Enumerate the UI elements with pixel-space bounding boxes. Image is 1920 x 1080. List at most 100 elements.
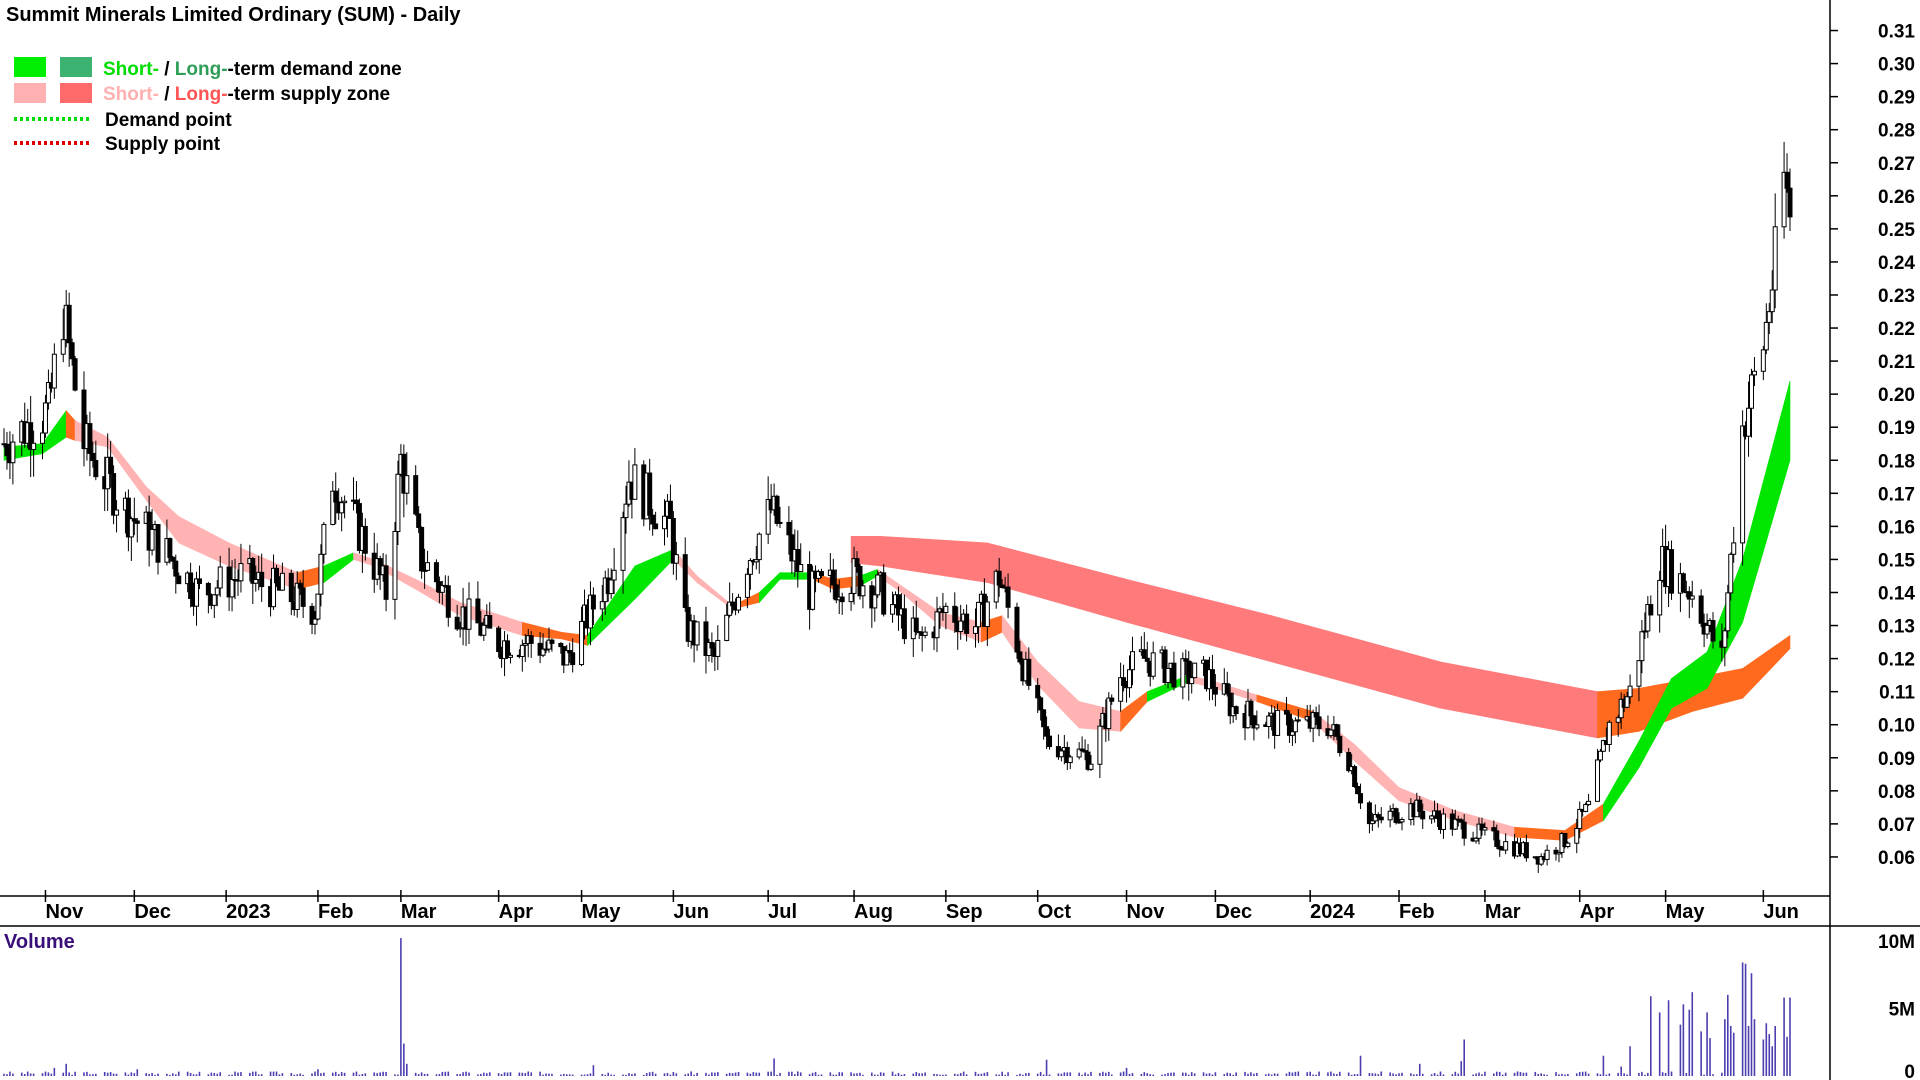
- price-bar-body: [854, 558, 860, 567]
- price-bar-body: [481, 624, 487, 636]
- price-bar-body: [238, 563, 244, 582]
- price-bar-body: [1618, 698, 1624, 719]
- short-term-zone: [3, 380, 1791, 841]
- volume-bar: [400, 938, 402, 1076]
- legend-short-label: Short-: [103, 84, 159, 105]
- price-bar-body: [993, 570, 999, 603]
- price-bar-body: [288, 572, 294, 603]
- volume-bar: [1789, 997, 1791, 1076]
- price-bar-body: [167, 538, 173, 558]
- volume-bar: [1762, 1039, 1765, 1076]
- price-tick-label: 0.15: [1878, 550, 1915, 571]
- volume-bar: [468, 1072, 470, 1076]
- volume-bar: [406, 1063, 408, 1076]
- volume-bar: [320, 1073, 322, 1076]
- volume-bar: [340, 1072, 343, 1076]
- volume-bar: [32, 1073, 35, 1076]
- volume-bar: [1729, 1025, 1732, 1076]
- price-bar-body: [1503, 841, 1509, 851]
- price-bar-body: [1183, 658, 1189, 662]
- price-bar-body: [72, 358, 78, 391]
- volume-bar: [1638, 1072, 1640, 1076]
- price-bar-body: [599, 601, 605, 610]
- legend-item-supply-zone: Short- / Long--term supply zone: [14, 83, 390, 105]
- price-bar-body: [1393, 808, 1399, 823]
- volume-bar: [708, 1074, 710, 1076]
- time-tick-label: May: [582, 901, 622, 923]
- volume-bar: [136, 1069, 139, 1076]
- price-bar-body: [1129, 651, 1135, 671]
- time-axis: Nov Dec 2023 Feb Mar Apr May Jun Jul Aug Sep Oct Nov…: [44, 890, 1799, 923]
- volume-bar: [216, 1073, 219, 1076]
- volume-bar: [1389, 1072, 1391, 1076]
- volume-bar: [1706, 1012, 1708, 1076]
- volume-bar: [1146, 1073, 1149, 1076]
- price-bar-body: [830, 569, 836, 586]
- price-bar-body: [1189, 677, 1195, 685]
- price-bar-body: [810, 570, 816, 610]
- price-bar-body: [1627, 685, 1633, 698]
- volume-bar: [1229, 1073, 1232, 1076]
- volume-bar: [1374, 1073, 1377, 1076]
- price-bar-body: [392, 531, 398, 600]
- volume-bar: [791, 1071, 793, 1076]
- volume-bar: [734, 1072, 737, 1076]
- volume-bar: [317, 1069, 319, 1076]
- volume-bar: [195, 1074, 198, 1076]
- volume-bar: [1472, 1074, 1474, 1076]
- price-bar-body: [1482, 827, 1488, 831]
- price-bar-body: [1731, 542, 1737, 555]
- price-bar-body: [1606, 721, 1612, 745]
- price-bar-body: [170, 556, 176, 562]
- volume-bar: [62, 1072, 65, 1076]
- price-bar-body: [1615, 717, 1621, 723]
- price-bar-body: [475, 598, 481, 624]
- price-bar-body: [1328, 729, 1334, 737]
- volume-bar: [423, 1073, 426, 1076]
- volume-bar: [1629, 1046, 1631, 1076]
- volume-bar: [509, 1072, 512, 1076]
- volume-bar: [1285, 1073, 1288, 1076]
- volume-bar: [1253, 1073, 1255, 1076]
- volume-bar: [71, 1074, 73, 1076]
- price-bar-body: [703, 621, 709, 656]
- volume-bar: [1564, 1074, 1566, 1076]
- price-bar-body: [1375, 814, 1381, 818]
- volume-bar: [1184, 1072, 1187, 1076]
- price-bar-body: [1746, 407, 1752, 437]
- legend-item-supply-point: Supply point: [14, 134, 221, 155]
- volume-bar: [651, 1071, 654, 1076]
- price-bar-body: [297, 582, 303, 589]
- price-bar-body: [1334, 724, 1340, 737]
- volume-bar: [213, 1072, 216, 1076]
- volume-bar: [568, 1074, 571, 1076]
- volume-bar: [1164, 1074, 1166, 1076]
- volume-bar: [1297, 1071, 1300, 1076]
- price-bar-body: [1067, 756, 1073, 764]
- price-bar-body: [590, 594, 596, 610]
- volume-bar: [856, 1073, 858, 1076]
- volume-bar: [1679, 1024, 1682, 1076]
- volume-bar: [539, 1071, 541, 1076]
- price-bar-body: [943, 605, 949, 613]
- volume-bar: [669, 1074, 672, 1076]
- time-tick-label: Apr: [1580, 901, 1615, 923]
- price-bar-body: [1639, 631, 1645, 662]
- volume-bar: [672, 1071, 675, 1076]
- price-bar-body: [632, 464, 638, 500]
- price-bar-body: [1710, 620, 1716, 642]
- volume-bar: [1418, 1063, 1421, 1076]
- volume-bar: [1247, 1073, 1249, 1076]
- volume-bar: [234, 1071, 236, 1076]
- short-term-supply-swatch: [14, 83, 46, 103]
- volume-bar: [1327, 1072, 1329, 1076]
- legend-item-demand-point: Demand point: [14, 110, 232, 131]
- volume-bar: [711, 1072, 713, 1076]
- price-bar-body: [353, 499, 359, 505]
- long-term-zone-segment: [1742, 634, 1791, 700]
- price-bar-body: [546, 639, 552, 650]
- price-bar-body: [1355, 785, 1361, 795]
- volume-bar: [361, 1074, 364, 1076]
- volume-bar: [1333, 1073, 1335, 1076]
- volume-bar: [580, 1074, 583, 1076]
